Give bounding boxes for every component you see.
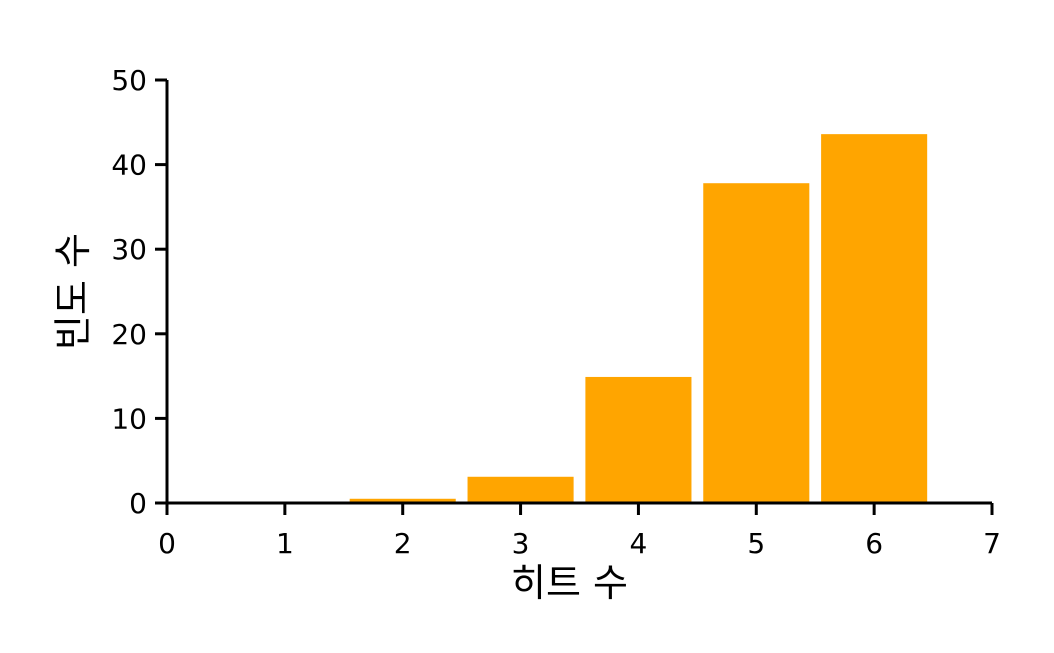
bar-4 <box>585 376 692 503</box>
bar-3 <box>467 476 574 503</box>
y-tick-label: 50 <box>111 64 147 97</box>
x-tick-label: 5 <box>747 527 765 560</box>
x-ticks: 0 1 2 3 4 5 6 7 <box>158 503 1001 560</box>
x-tick-label: 4 <box>630 527 648 560</box>
x-tick-label: 6 <box>865 527 883 560</box>
bar-6 <box>821 134 928 504</box>
x-tick-label: 7 <box>983 527 1001 560</box>
bar-2 <box>349 498 456 503</box>
y-axis-title: 빈도 수 <box>51 233 95 350</box>
bars-group <box>349 134 928 504</box>
y-tick-label: 20 <box>111 318 147 351</box>
x-tick-label: 2 <box>394 527 412 560</box>
x-tick-label: 1 <box>276 527 294 560</box>
y-tick-label: 40 <box>111 149 147 182</box>
x-tick-label: 3 <box>512 527 530 560</box>
y-tick-label: 10 <box>111 402 147 435</box>
x-tick-label: 0 <box>158 527 176 560</box>
bar-5 <box>703 183 810 503</box>
y-tick-label: 30 <box>111 233 147 266</box>
y-ticks: 0 10 20 30 40 50 <box>111 64 167 520</box>
y-tick-label: 0 <box>129 487 147 520</box>
x-axis-title: 히트 수 <box>511 561 628 605</box>
